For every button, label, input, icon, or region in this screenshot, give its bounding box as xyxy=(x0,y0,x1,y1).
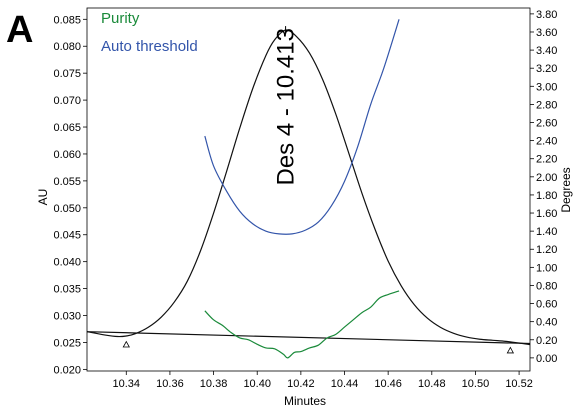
x-tick-label: 10.52 xyxy=(505,378,533,390)
y-tick-label: 0.045 xyxy=(53,230,81,242)
y-tick-label: 0.055 xyxy=(53,176,81,188)
x-tick-label: 10.40 xyxy=(243,378,271,390)
plot-frame xyxy=(86,7,531,372)
y2-tick-label: 3.00 xyxy=(536,81,557,93)
y-tick-label: 0.025 xyxy=(53,337,81,349)
y2-tick-label: 0.60 xyxy=(536,299,557,311)
y-tick-label: 0.060 xyxy=(53,149,81,161)
panel-label: A xyxy=(6,9,33,51)
y-tick-label: 0.085 xyxy=(53,14,81,26)
y2-tick-label: 1.40 xyxy=(536,226,557,238)
y2-tick-label: 2.40 xyxy=(536,136,557,148)
x-tick-label: 10.34 xyxy=(113,378,141,390)
series-line-auto-threshold xyxy=(204,19,400,235)
y2-tick-label: 3.40 xyxy=(536,45,557,57)
y2-tick-label: 2.60 xyxy=(536,118,557,130)
y2-tick-label: 1.20 xyxy=(536,244,557,256)
y-tick-label: 0.080 xyxy=(53,41,81,53)
y-tick-label: 0.070 xyxy=(53,95,81,107)
series-line-purity xyxy=(204,290,400,359)
y2-tick-label: 3.20 xyxy=(536,63,557,75)
y2-tick-label: 1.60 xyxy=(536,208,557,220)
y2-axis-label: Degrees xyxy=(559,167,573,212)
y-axis-label: AU xyxy=(36,189,50,206)
y-tick-label: 0.020 xyxy=(53,364,81,376)
y2-tick-label: 2.00 xyxy=(536,172,557,184)
y2-tick-label: 0.00 xyxy=(536,353,557,365)
y2-tick-label: 3.80 xyxy=(536,9,557,21)
baseline-marker xyxy=(122,340,130,348)
y-tick-label: 0.040 xyxy=(53,257,81,269)
y2-tick-label: 0.20 xyxy=(536,335,557,347)
x-tick-label: 10.38 xyxy=(200,378,228,390)
y-tick-label: 0.065 xyxy=(53,122,81,134)
x-tick-label: 10.48 xyxy=(418,378,446,390)
series-line-baseline xyxy=(86,331,531,345)
y2-tick-label: 1.00 xyxy=(536,262,557,274)
y-tick-label: 0.075 xyxy=(53,68,81,80)
y-tick-label: 0.035 xyxy=(53,284,81,296)
y2-tick-label: 2.80 xyxy=(536,99,557,111)
x-tick-label: 10.36 xyxy=(156,378,184,390)
x-tick-label: 10.46 xyxy=(374,378,402,390)
legend-purity: Purity xyxy=(101,10,140,27)
x-axis-label: Minutes xyxy=(284,394,326,408)
peak-annotation: Des 4 - 10.413 xyxy=(273,28,300,185)
y2-tick-label: 0.80 xyxy=(536,280,557,292)
baseline-marker xyxy=(506,346,515,354)
y-tick-label: 0.050 xyxy=(53,203,81,215)
x-tick-label: 10.44 xyxy=(331,378,359,390)
legend-auto-threshold: Auto threshold xyxy=(101,38,198,55)
y-tick-label: 0.030 xyxy=(53,311,81,323)
y2-tick-label: 1.80 xyxy=(536,190,557,202)
series-line-chromatogram xyxy=(86,29,531,346)
x-tick-label: 10.42 xyxy=(287,378,315,390)
x-tick-label: 10.50 xyxy=(462,378,490,390)
y2-tick-label: 0.40 xyxy=(536,317,557,329)
y2-tick-label: 3.60 xyxy=(536,27,557,39)
y2-tick-label: 2.20 xyxy=(536,154,557,166)
